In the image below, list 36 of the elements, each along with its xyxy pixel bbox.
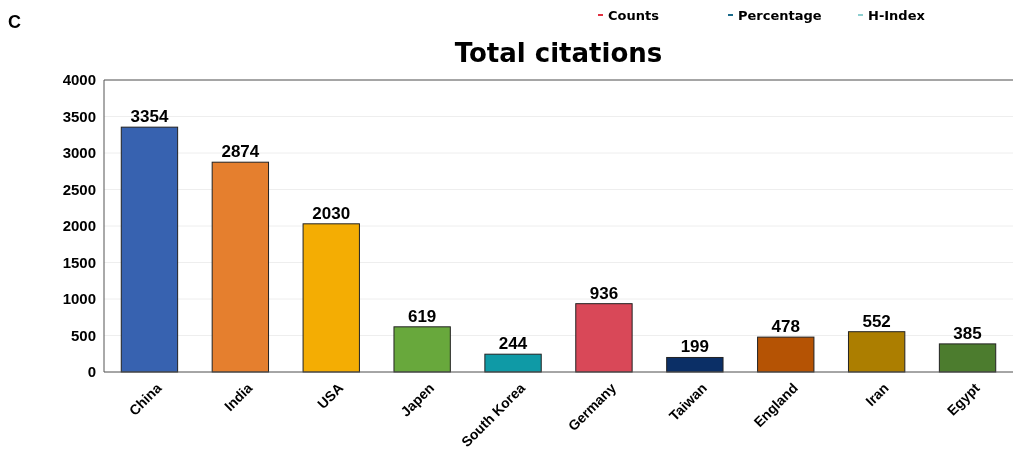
x-tick-label: Iran (862, 379, 892, 410)
data-label: 199 (680, 337, 710, 357)
x-tick-label: USA (314, 379, 347, 412)
data-label: 385 (953, 323, 982, 343)
bar (484, 353, 542, 373)
data-label: 2030 (312, 203, 351, 223)
bar (575, 303, 633, 373)
data-label: 936 (589, 283, 619, 303)
chart-title: Total citations (454, 38, 663, 68)
y-tick-label: 3500 (62, 107, 96, 125)
bar (847, 331, 906, 373)
y-tick-label: 2000 (62, 217, 96, 235)
y-tick-label: 2500 (62, 180, 96, 198)
text: H-Index (868, 8, 926, 23)
y-tick-label: 0 (87, 363, 96, 381)
text: C (8, 12, 21, 32)
bar (938, 343, 997, 373)
y-tick-label: 500 (70, 326, 96, 344)
bar (393, 326, 451, 373)
bar (302, 223, 360, 373)
bar (211, 161, 270, 373)
bar (757, 336, 815, 373)
bar (120, 126, 179, 373)
text: Percentage (738, 8, 822, 23)
y-tick-label: 1500 (62, 253, 96, 271)
y-tick-label: 3000 (62, 144, 96, 162)
text: Counts (608, 8, 660, 23)
data-label: 3354 (130, 107, 169, 127)
bar (666, 356, 724, 373)
data-label: 619 (407, 306, 437, 326)
data-label: 552 (862, 311, 891, 331)
y-tick-label: 4000 (62, 71, 96, 89)
data-label: 478 (771, 317, 800, 337)
data-label: 244 (498, 334, 528, 354)
data-label: 2874 (221, 142, 260, 162)
y-tick-label: 1000 (62, 290, 96, 308)
